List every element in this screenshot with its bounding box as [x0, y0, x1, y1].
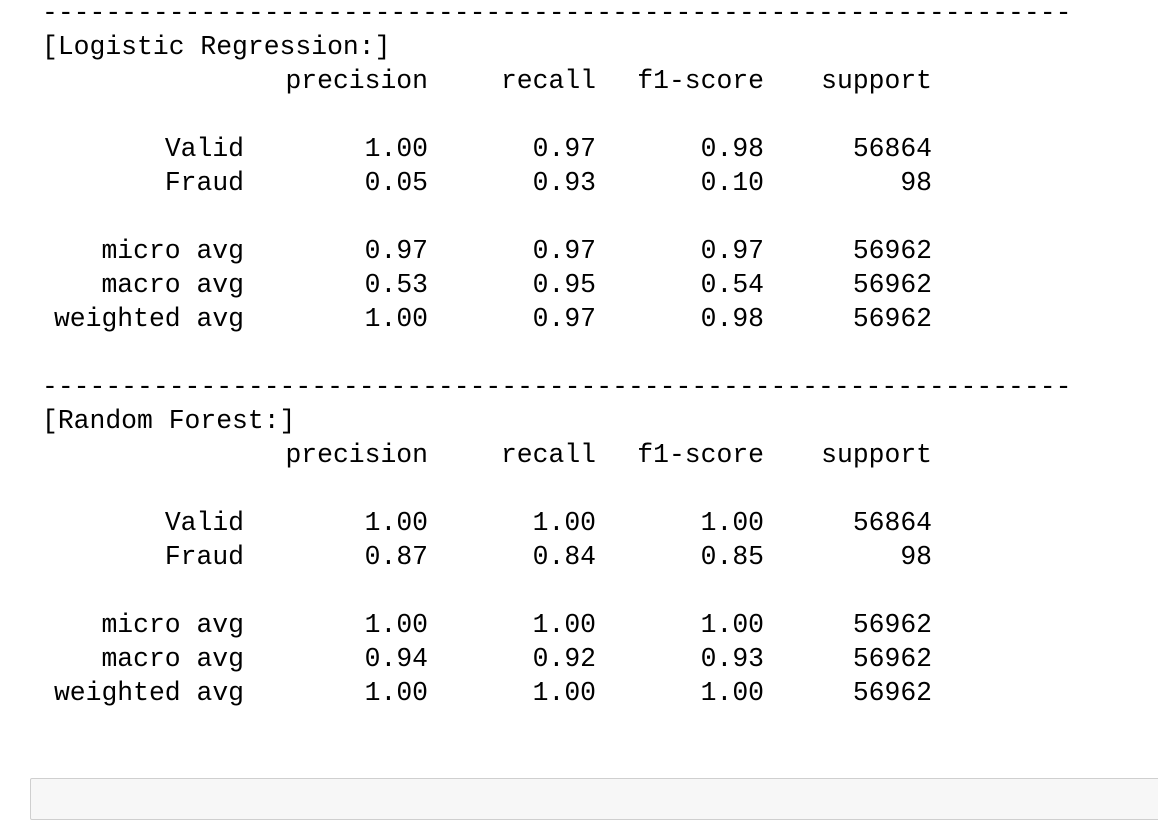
recall-header: recall	[500, 440, 596, 470]
table-cell: 0.97	[532, 304, 596, 334]
row-label: Valid	[164, 134, 244, 164]
table-cell: 0.05	[364, 168, 428, 198]
precision-header: precision	[285, 440, 428, 470]
row-label: macro avg	[101, 644, 244, 674]
row-label: micro avg	[101, 610, 244, 640]
precision-header: precision	[285, 66, 428, 96]
table-cell: 98	[900, 542, 932, 572]
table-cell: 0.95	[532, 270, 596, 300]
separator-line: ----------------------------------------…	[42, 0, 1072, 28]
table-cell: 0.97	[532, 134, 596, 164]
table-cell: 0.93	[700, 644, 764, 674]
table-cell: 1.00	[364, 610, 428, 640]
table-cell: 1.00	[700, 678, 764, 708]
table-cell: 1.00	[532, 610, 596, 640]
f1-score-header: f1-score	[637, 440, 764, 470]
next-code-cell[interactable]	[30, 778, 1158, 820]
table-cell: 0.98	[700, 134, 764, 164]
table-cell: 1.00	[700, 508, 764, 538]
recall-header: recall	[500, 66, 596, 96]
table-cell: 56864	[852, 508, 932, 538]
row-label: weighted avg	[53, 304, 244, 334]
table-cell: 56962	[852, 644, 932, 674]
table-cell: 0.97	[364, 236, 428, 266]
table-cell: 0.54	[700, 270, 764, 300]
table-cell: 0.53	[364, 270, 428, 300]
separator-line: ----------------------------------------…	[42, 372, 1072, 402]
report-title: [Random Forest:]	[42, 406, 296, 436]
table-cell: 1.00	[364, 508, 428, 538]
table-cell: 0.97	[700, 236, 764, 266]
table-cell: 56962	[852, 610, 932, 640]
row-label: Valid	[164, 508, 244, 538]
table-cell: 1.00	[700, 610, 764, 640]
table-cell: 56962	[852, 270, 932, 300]
table-cell: 0.94	[364, 644, 428, 674]
table-cell: 56962	[852, 678, 932, 708]
support-header: support	[821, 440, 932, 470]
row-label: Fraud	[164, 542, 244, 572]
table-cell: 1.00	[364, 678, 428, 708]
table-cell: 1.00	[364, 304, 428, 334]
table-cell: 0.85	[700, 542, 764, 572]
f1-score-header: f1-score	[637, 66, 764, 96]
table-cell: 0.97	[532, 236, 596, 266]
table-cell: 1.00	[532, 678, 596, 708]
table-cell: 0.84	[532, 542, 596, 572]
table-cell: 0.93	[532, 168, 596, 198]
table-cell: 0.98	[700, 304, 764, 334]
report-title: [Logistic Regression:]	[42, 32, 391, 62]
table-cell: 56962	[852, 304, 932, 334]
row-label: micro avg	[101, 236, 244, 266]
table-cell: 0.10	[700, 168, 764, 198]
row-label: macro avg	[101, 270, 244, 300]
row-label: Fraud	[164, 168, 244, 198]
table-cell: 98	[900, 168, 932, 198]
table-cell: 0.87	[364, 542, 428, 572]
table-cell: 56962	[852, 236, 932, 266]
table-cell: 56864	[852, 134, 932, 164]
table-cell: 1.00	[532, 508, 596, 538]
table-cell: 0.92	[532, 644, 596, 674]
table-cell: 1.00	[364, 134, 428, 164]
row-label: weighted avg	[53, 678, 244, 708]
support-header: support	[821, 66, 932, 96]
